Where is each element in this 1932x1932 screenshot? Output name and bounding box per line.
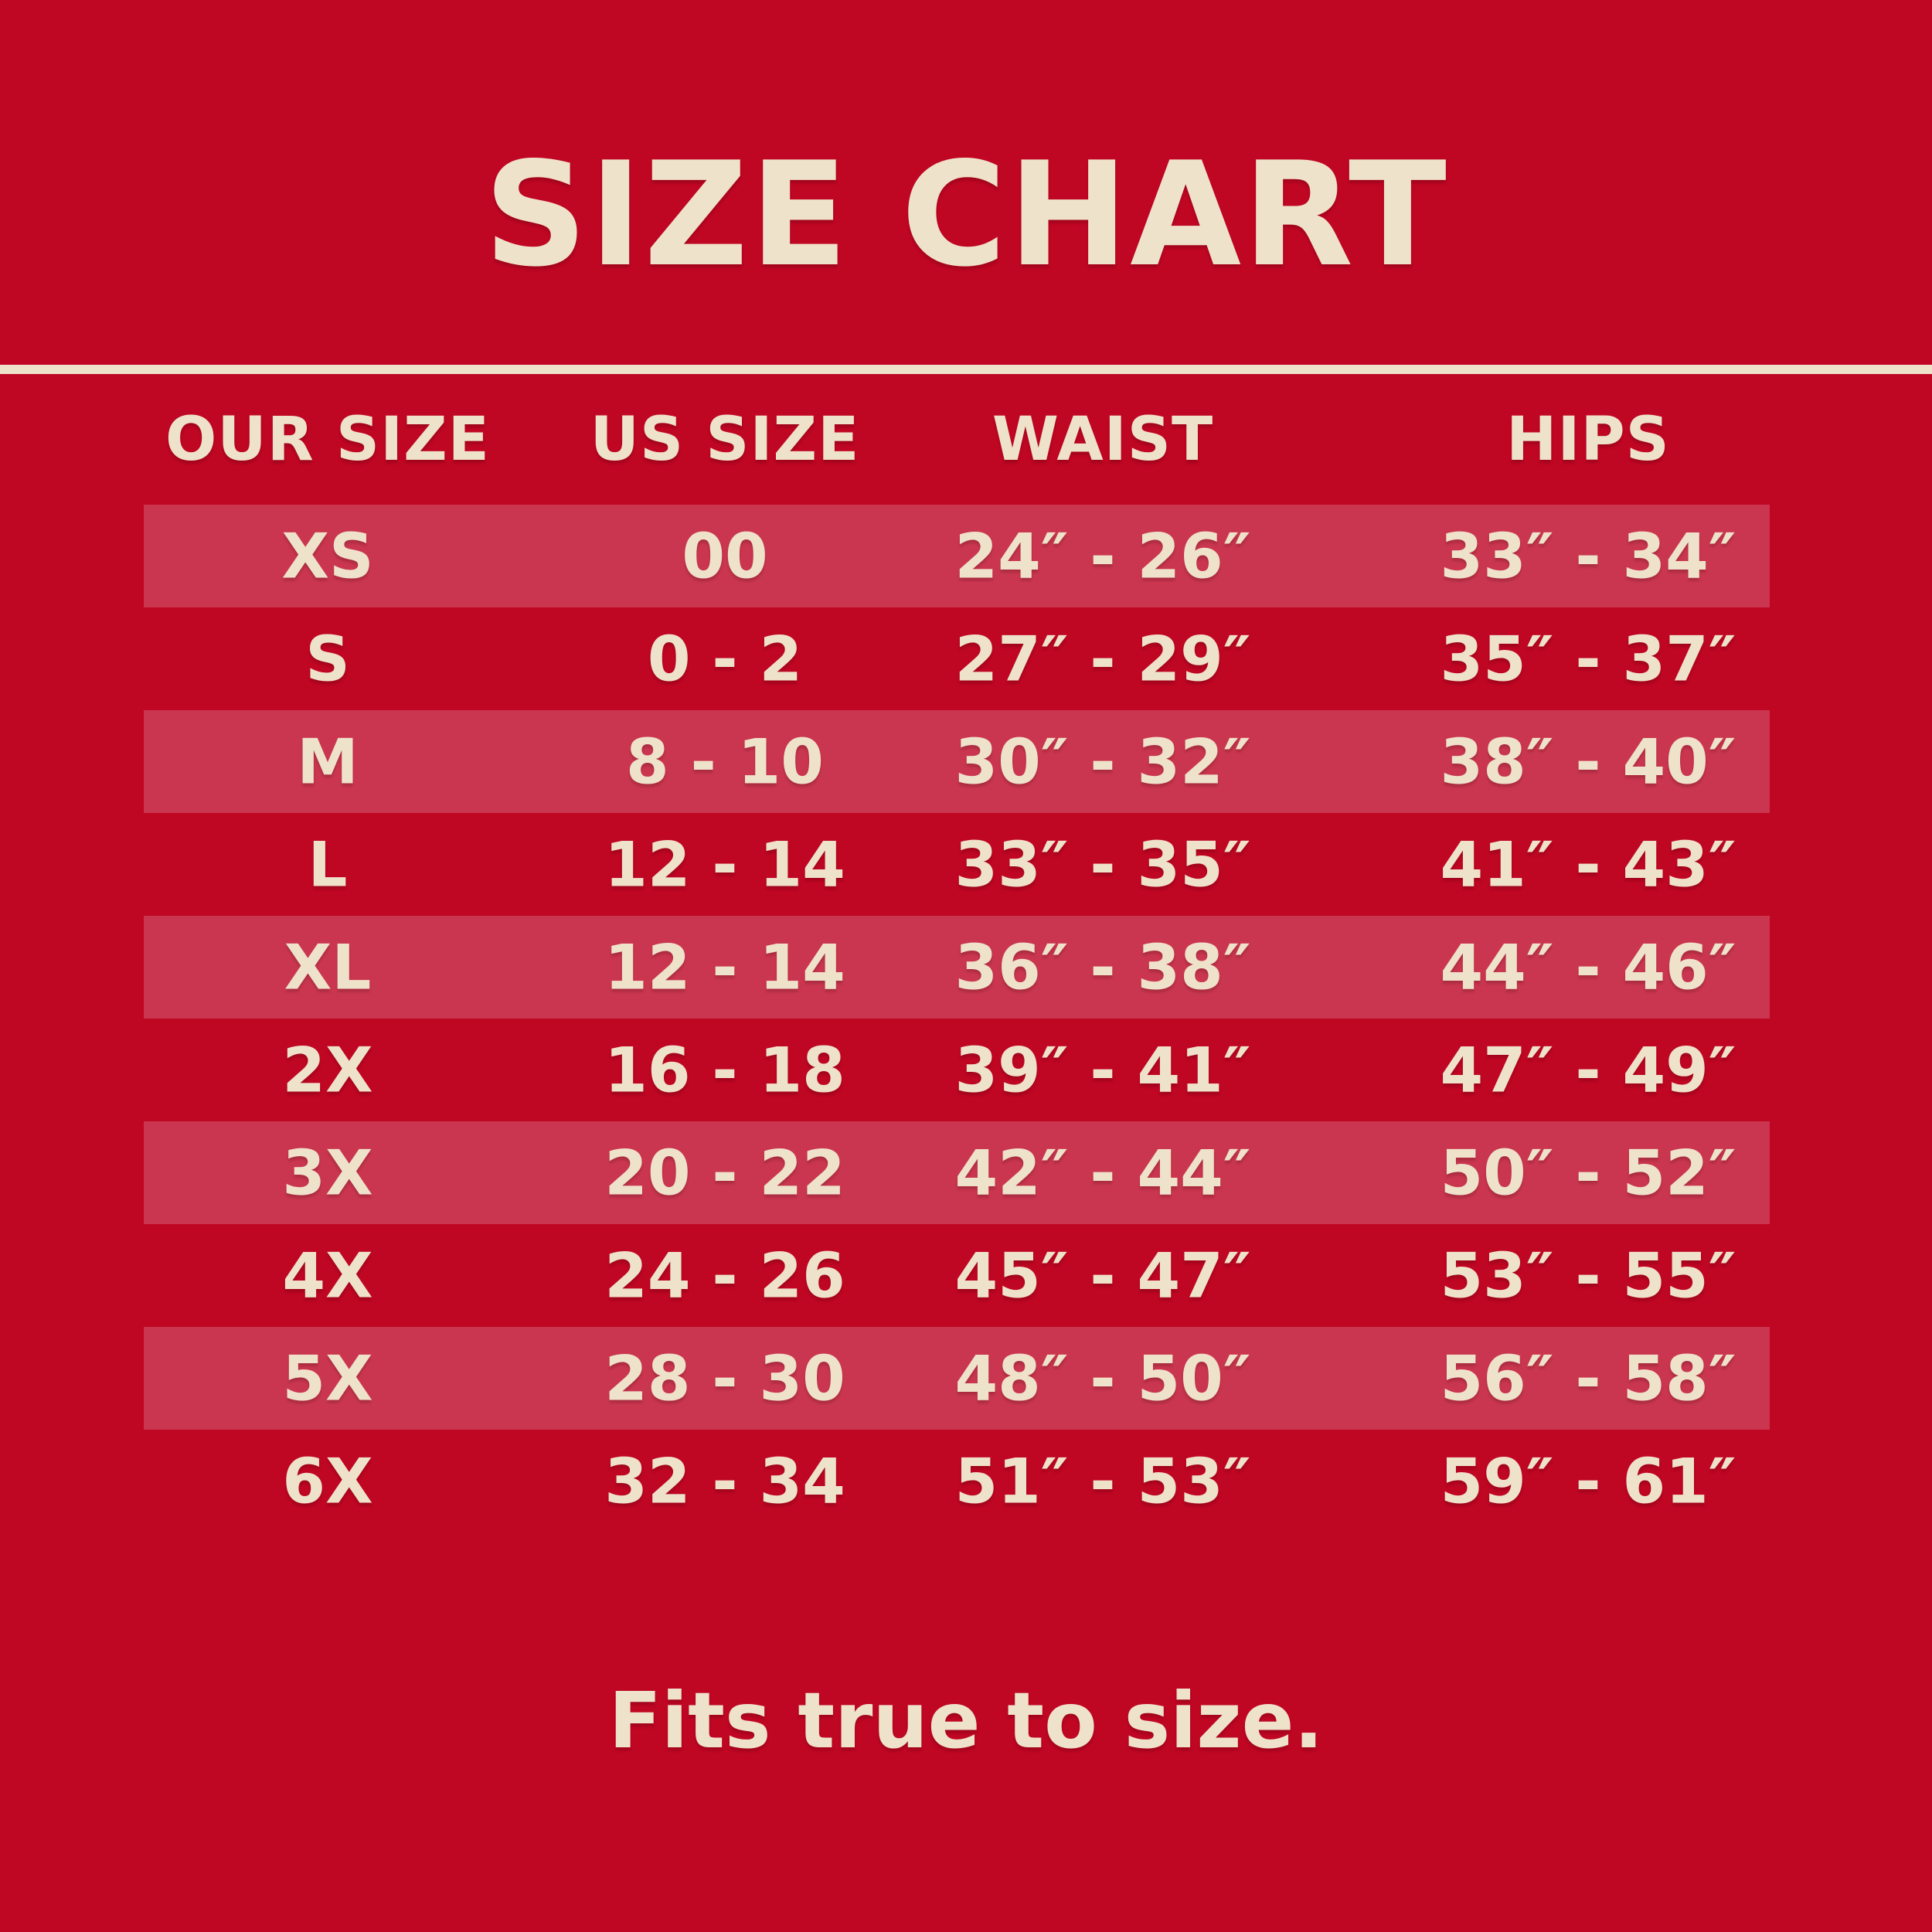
table-cell: 59″ - 61″ bbox=[1440, 1445, 1736, 1517]
table-cell: 20 - 22 bbox=[604, 1137, 845, 1209]
table-cell: 32 - 34 bbox=[604, 1445, 845, 1517]
table-row: L 12 - 14 33″ - 35″ 41″ - 43″ bbox=[144, 813, 1770, 916]
table-cell: 16 - 18 bbox=[604, 1034, 845, 1106]
table-cell: 47″ - 49″ bbox=[1440, 1034, 1736, 1106]
table-cell: 12 - 14 bbox=[604, 931, 845, 1003]
table-cell: 6X bbox=[282, 1445, 373, 1517]
table-cell: 45″ - 47″ bbox=[954, 1240, 1251, 1311]
table-cell: 41″ - 43″ bbox=[1440, 828, 1736, 900]
table-cell: 44″ - 46″ bbox=[1440, 931, 1736, 1003]
table-row: XS 00 24″ - 26″ 33″ - 34″ bbox=[144, 505, 1770, 607]
size-table-body: XS 00 24″ - 26″ 33″ - 34″ S 0 - 2 27″ - 29″ 35″… bbox=[144, 505, 1770, 1532]
table-cell: 48″ - 50″ bbox=[954, 1342, 1251, 1414]
table-row: 5X 28 - 30 48″ - 50″ 56″ - 58″ bbox=[144, 1327, 1770, 1430]
table-cell: 33″ - 34″ bbox=[1440, 520, 1736, 592]
table-row: 4X 24 - 26 45″ - 47″ 53″ - 55″ bbox=[144, 1224, 1770, 1327]
table-header-row: OUR SIZE US SIZE WAIST HIPS bbox=[144, 374, 1770, 505]
table-cell: 35″ - 37″ bbox=[1440, 623, 1736, 695]
table-cell: 38″ - 40″ bbox=[1440, 726, 1736, 798]
table-row: XL 12 - 14 36″ - 38″ 44″ - 46″ bbox=[144, 916, 1770, 1019]
table-cell: 24″ - 26″ bbox=[954, 520, 1251, 592]
table-cell: 56″ - 58″ bbox=[1440, 1342, 1736, 1414]
table-cell: 36″ - 38″ bbox=[954, 931, 1251, 1003]
size-table: OUR SIZE US SIZE WAIST HIPS XS 00 24″ - 26… bbox=[144, 374, 1770, 1532]
table-cell: 30″ - 32″ bbox=[954, 726, 1251, 798]
table-cell: M bbox=[297, 726, 359, 798]
table-row: 2X 16 - 18 39″ - 41″ 47″ - 49″ bbox=[144, 1019, 1770, 1121]
table-row: S 0 - 2 27″ - 29″ 35″ - 37″ bbox=[144, 607, 1770, 710]
table-cell: L bbox=[308, 828, 348, 900]
table-cell: XL bbox=[284, 931, 372, 1003]
table-row: 3X 20 - 22 42″ - 44″ 50″ - 52″ bbox=[144, 1121, 1770, 1224]
table-row: M 8 - 10 30″ - 32″ 38″ - 40″ bbox=[144, 710, 1770, 813]
table-cell: 53″ - 55″ bbox=[1440, 1240, 1736, 1311]
table-cell: 42″ - 44″ bbox=[954, 1137, 1251, 1209]
table-cell: 24 - 26 bbox=[604, 1240, 845, 1311]
table-cell: 51″ - 53″ bbox=[954, 1445, 1251, 1517]
table-cell: 28 - 30 bbox=[604, 1342, 845, 1414]
column-header-hips: HIPS bbox=[1506, 404, 1670, 474]
table-cell: 0 - 2 bbox=[647, 623, 803, 695]
table-cell: 4X bbox=[282, 1240, 373, 1311]
column-header-waist: WAIST bbox=[992, 404, 1214, 474]
table-cell: 3X bbox=[282, 1137, 373, 1209]
divider bbox=[0, 365, 1932, 374]
table-cell: 50″ - 52″ bbox=[1440, 1137, 1736, 1209]
column-header-our-size: OUR SIZE bbox=[165, 404, 490, 474]
table-cell: 27″ - 29″ bbox=[954, 623, 1251, 695]
column-header-us-size: US SIZE bbox=[590, 404, 860, 474]
table-cell: 00 bbox=[682, 520, 768, 592]
table-cell: 39″ - 41″ bbox=[954, 1034, 1251, 1106]
table-cell: S bbox=[305, 623, 350, 695]
table-cell: 12 - 14 bbox=[604, 828, 845, 900]
table-cell: 8 - 10 bbox=[626, 726, 824, 798]
page-title: SIZE CHART bbox=[484, 131, 1448, 298]
fit-note: Fits true to size. bbox=[608, 1675, 1324, 1766]
table-cell: 33″ - 35″ bbox=[954, 828, 1251, 900]
table-row: 6X 32 - 34 51″ - 53″ 59″ - 61″ bbox=[144, 1430, 1770, 1532]
table-cell: 2X bbox=[282, 1034, 373, 1106]
table-cell: XS bbox=[281, 520, 374, 592]
table-cell: 5X bbox=[282, 1342, 373, 1414]
